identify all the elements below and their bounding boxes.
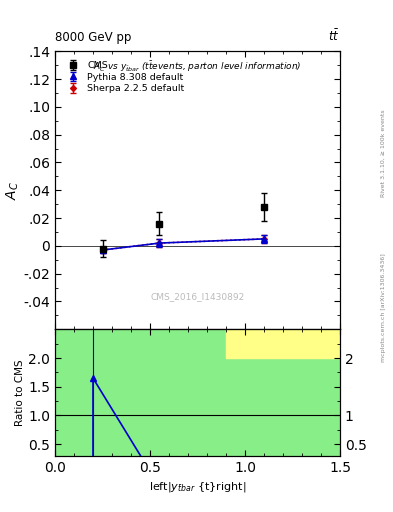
Text: $A_C$ vs $y_{\bar{t}bar}$ ($t\bar{t}$events, parton level information): $A_C$ vs $y_{\bar{t}bar}$ ($t\bar{t}$eve… bbox=[93, 59, 302, 74]
Y-axis label: $A_C$: $A_C$ bbox=[4, 181, 20, 200]
X-axis label: left|$y_{\bar{t}bar}$ {t}right|: left|$y_{\bar{t}bar}$ {t}right| bbox=[149, 480, 246, 494]
Y-axis label: Ratio to CMS: Ratio to CMS bbox=[15, 359, 26, 426]
Text: $t\bar{t}$: $t\bar{t}$ bbox=[329, 28, 340, 44]
Legend: CMS, Pythia 8.308 default, Sherpa 2.2.5 default: CMS, Pythia 8.308 default, Sherpa 2.2.5 … bbox=[61, 59, 186, 95]
Text: 8000 GeV pp: 8000 GeV pp bbox=[55, 31, 131, 44]
Text: CMS_2016_I1430892: CMS_2016_I1430892 bbox=[151, 292, 244, 302]
Text: Rivet 3.1.10, ≥ 100k events: Rivet 3.1.10, ≥ 100k events bbox=[381, 110, 386, 198]
Text: mcplots.cern.ch [arXiv:1306.3436]: mcplots.cern.ch [arXiv:1306.3436] bbox=[381, 253, 386, 361]
